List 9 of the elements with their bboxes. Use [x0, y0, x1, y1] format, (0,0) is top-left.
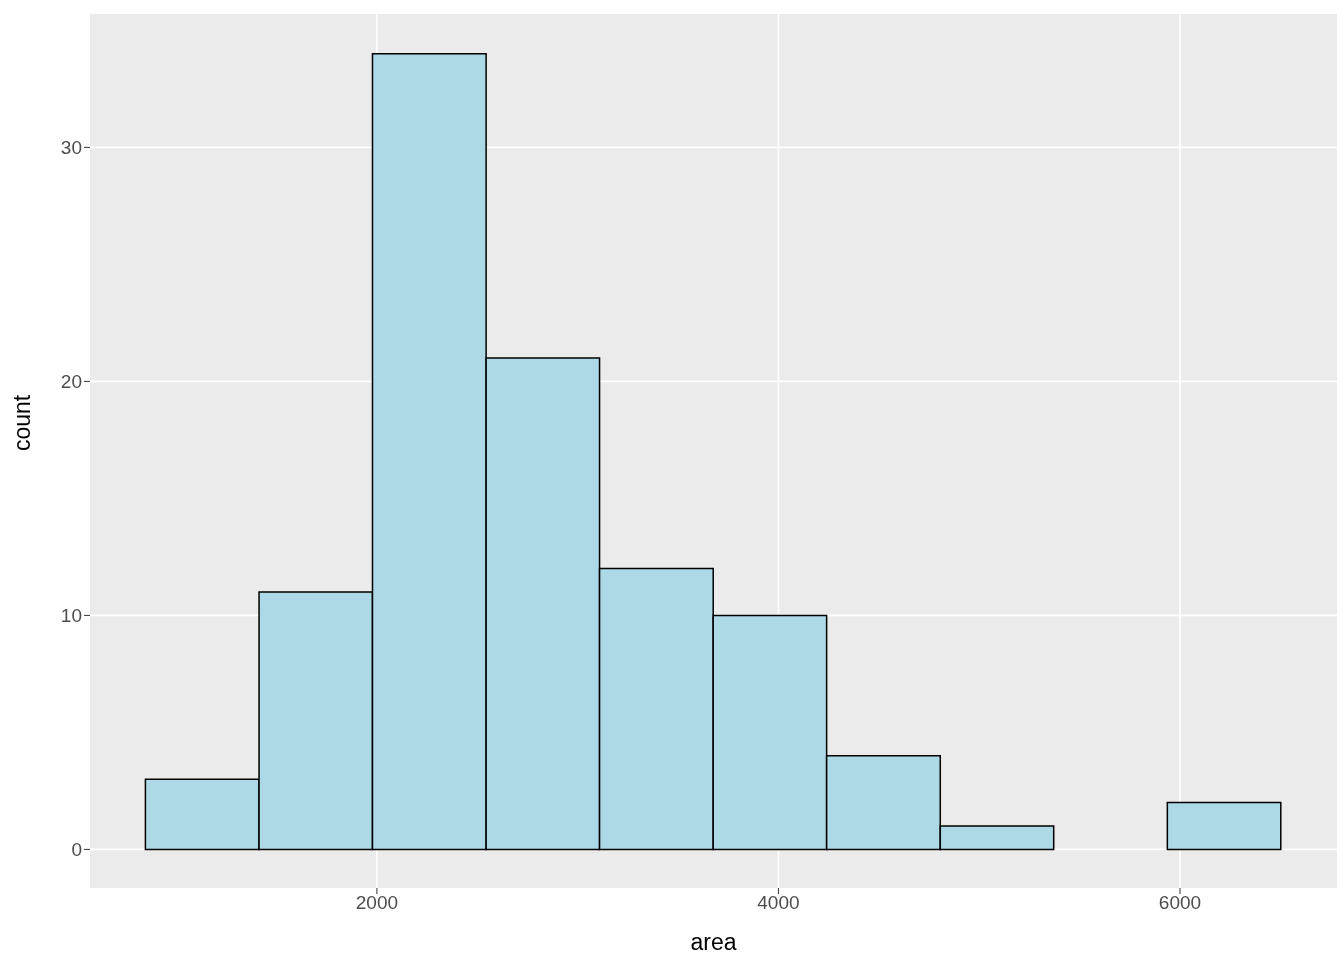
y-tick-label: 10 [60, 605, 82, 627]
x-tick-label: 6000 [1158, 892, 1202, 914]
y-tick-label: 30 [60, 137, 82, 159]
y-axis-title: count [9, 394, 36, 451]
x-axis-title: area [690, 929, 737, 955]
x-tick-label: 2000 [355, 892, 399, 914]
y-tick-label: 20 [60, 371, 82, 393]
y-tick-label: 0 [71, 839, 82, 861]
x-tick-label: 4000 [757, 892, 800, 914]
